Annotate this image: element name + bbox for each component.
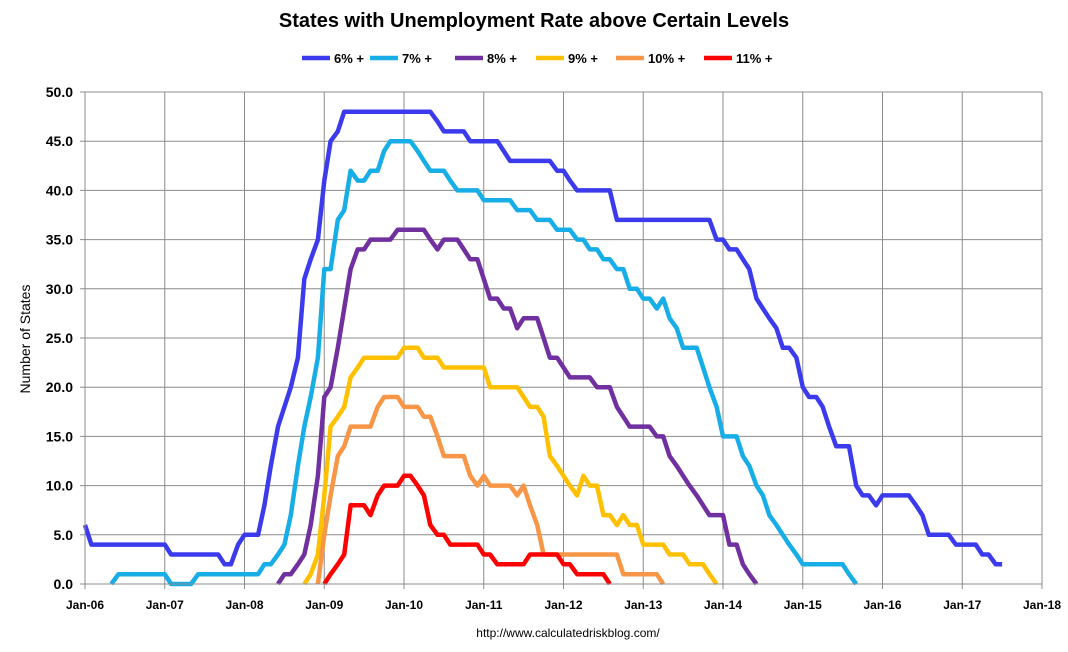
series-line-9pct: [302, 345, 719, 586]
legend-label: 7% +: [402, 51, 432, 66]
legend-label: 10% +: [648, 51, 686, 66]
series-lines: [82, 109, 1003, 587]
x-tick-label: Jan-06: [66, 598, 104, 612]
y-axis-ticks: 0.0 5.0 10.0 15.0 20.0 25.0 30.0 35.0 40.0 45.0 50…: [46, 84, 85, 592]
series-line-10pct: [315, 394, 666, 586]
x-tick-label: Jan-12: [544, 598, 582, 612]
y-tick-label: 40.0: [46, 182, 73, 198]
series-line-7pct: [109, 138, 859, 587]
gridlines: [85, 91, 1043, 584]
y-tick-label: 25.0: [46, 330, 73, 346]
y-tick-label: 45.0: [46, 133, 73, 149]
x-axis-ticks: Jan-06 Jan-07 Jan-08 Jan-09 Jan-10 Jan-11 Jan-…: [66, 584, 1061, 612]
source-url: http://www.calculatedriskblog.com/: [476, 626, 660, 640]
y-tick-label: 5.0: [54, 527, 74, 543]
y-tick-label: 0.0: [54, 576, 74, 592]
x-tick-label: Jan-13: [624, 598, 662, 612]
y-tick-label: 35.0: [46, 232, 73, 248]
x-tick-label: Jan-09: [305, 598, 343, 612]
chart-title: States with Unemployment Rate above Cert…: [279, 10, 789, 32]
y-tick-label: 20.0: [46, 379, 73, 395]
y-tick-label: 50.0: [46, 84, 73, 100]
y-axis-label: Number of States: [17, 285, 33, 394]
x-tick-label: Jan-11: [465, 598, 503, 612]
x-tick-label: Jan-18: [1023, 598, 1061, 612]
legend: 6% + 7% + 8% + 9% + 10% + 11% +: [302, 51, 773, 66]
legend-label: 8% +: [487, 51, 517, 66]
legend-label: 6% +: [334, 51, 364, 66]
x-tick-label: Jan-14: [704, 598, 742, 612]
axes: [84, 92, 1042, 585]
series-line-11pct: [322, 473, 612, 586]
x-tick-label: Jan-17: [943, 598, 981, 612]
x-tick-label: Jan-07: [146, 598, 184, 612]
series-line-8pct: [276, 227, 759, 586]
x-tick-label: Jan-10: [385, 598, 423, 612]
y-tick-label: 10.0: [46, 478, 73, 494]
x-tick-label: Jan-15: [784, 598, 822, 612]
legend-label: 9% +: [568, 51, 598, 66]
x-tick-label: Jan-08: [225, 598, 263, 612]
legend-label: 11% +: [736, 51, 773, 66]
series-line-6pct: [82, 109, 1003, 567]
y-tick-label: 15.0: [46, 428, 73, 444]
y-tick-label: 30.0: [46, 281, 73, 297]
x-tick-label: Jan-16: [863, 598, 901, 612]
